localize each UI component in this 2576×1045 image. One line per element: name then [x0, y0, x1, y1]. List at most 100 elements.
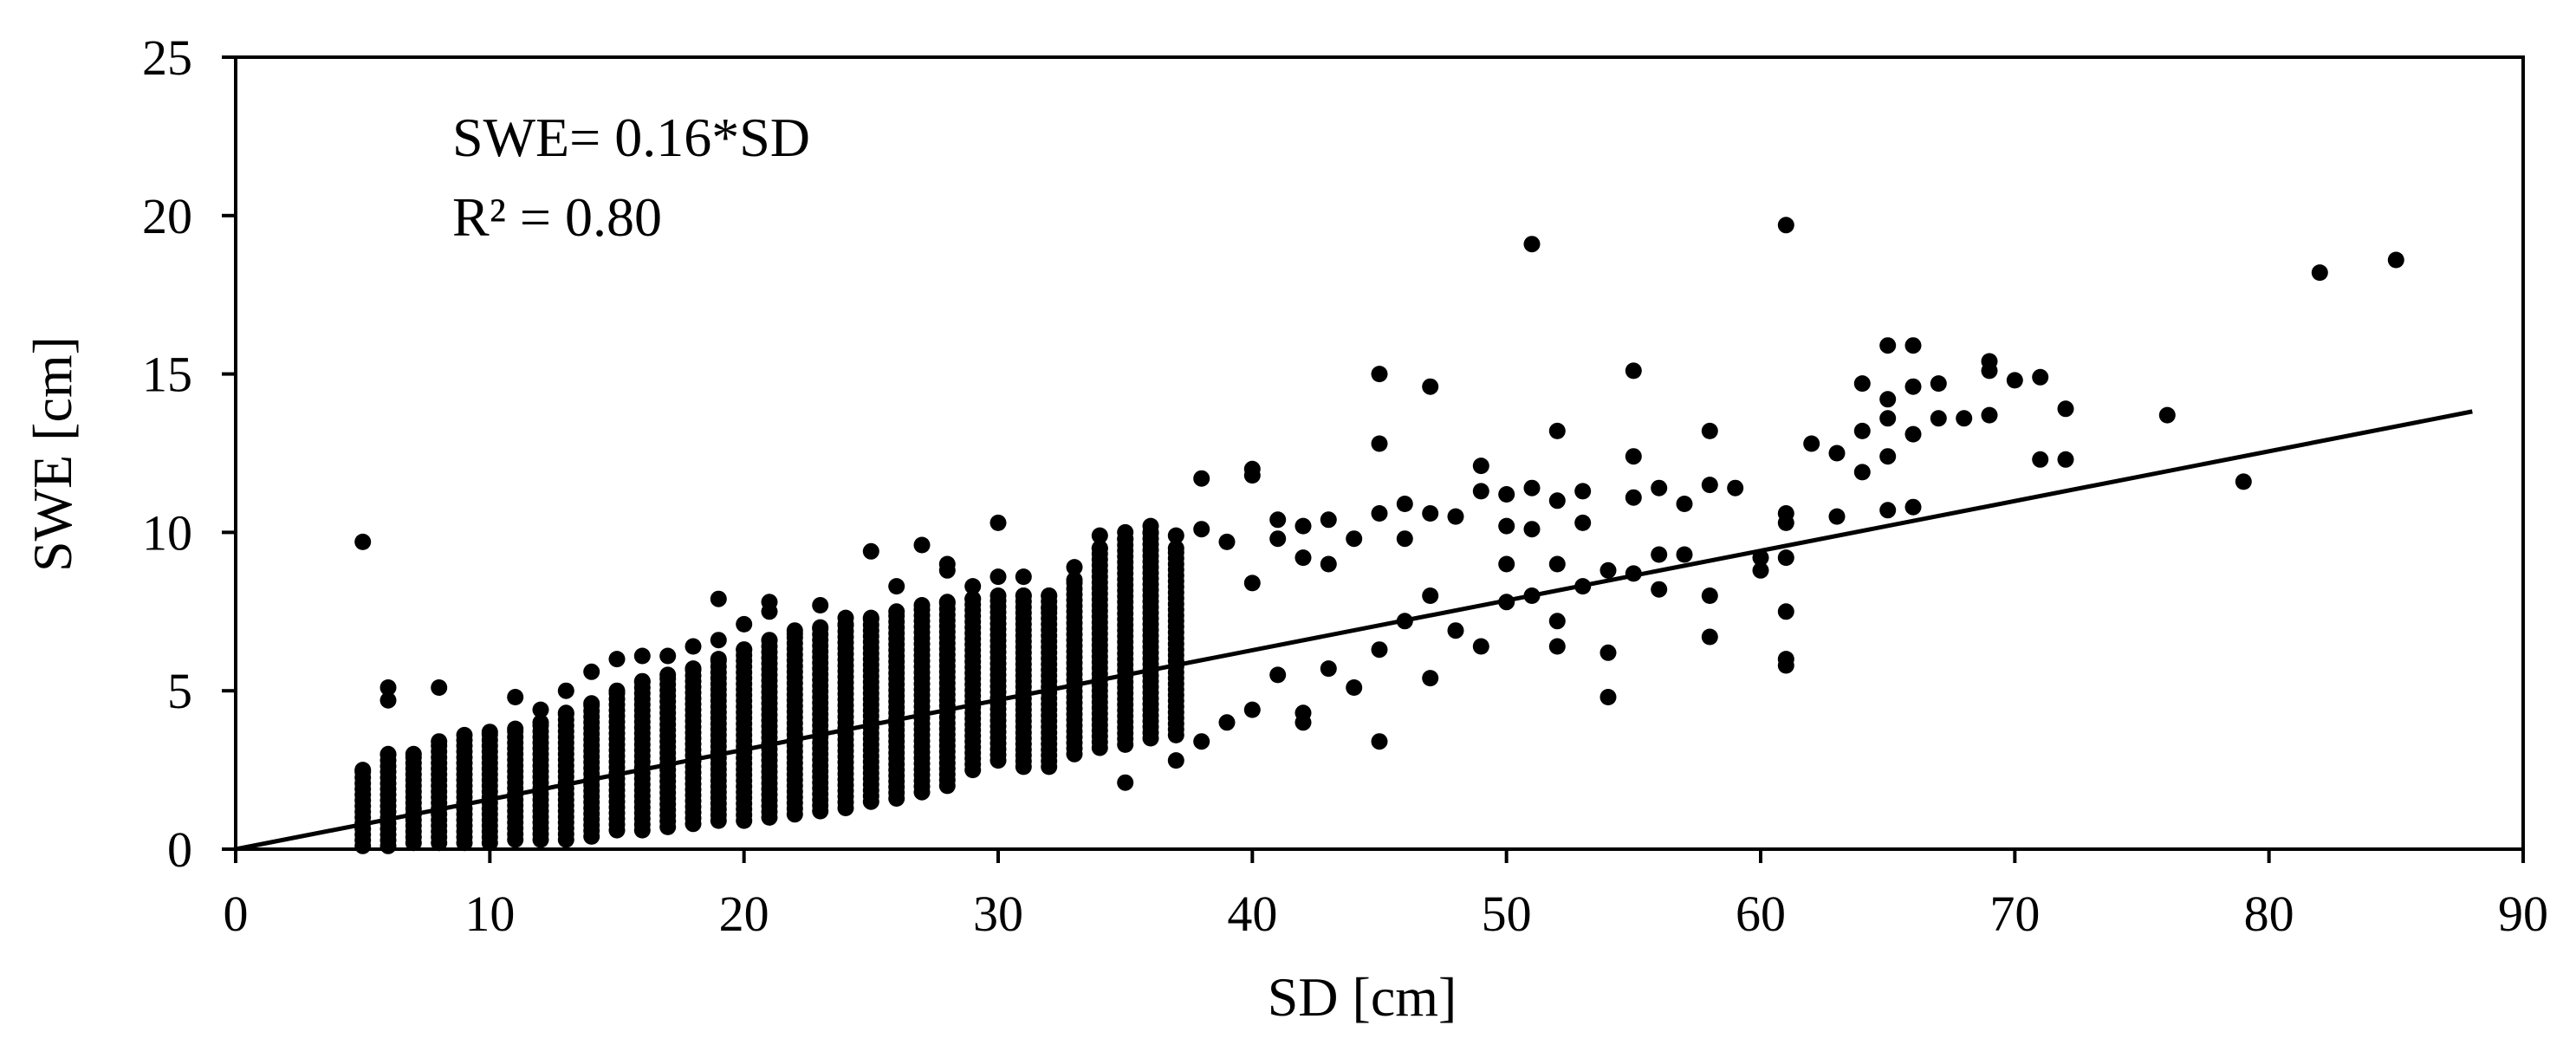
x-tick-label: 70: [1989, 886, 2040, 942]
data-point: [786, 622, 803, 639]
data-point: [431, 679, 448, 696]
data-point: [710, 632, 727, 649]
x-tick-label: 80: [2244, 886, 2294, 942]
data-point: [1422, 378, 1439, 395]
equation-annotation: SWE= 0.16*SD: [452, 107, 810, 168]
data-point: [1599, 644, 1617, 661]
data-point: [1625, 489, 1642, 506]
data-point: [481, 724, 498, 741]
data-point: [913, 536, 931, 554]
data-point: [1904, 425, 1922, 443]
data-point: [1574, 483, 1592, 500]
data-point: [1269, 666, 1287, 684]
data-point: [862, 609, 879, 626]
data-point: [1142, 517, 1159, 535]
data-point: [1701, 628, 1718, 646]
data-point: [1599, 689, 1617, 705]
data-point: [1676, 496, 1693, 512]
y-tick-label: 20: [142, 188, 192, 244]
x-tick-label: 40: [1227, 886, 1277, 942]
data-point: [1269, 511, 1287, 529]
data-point: [532, 701, 549, 718]
data-point: [2387, 251, 2404, 269]
data-point: [1777, 514, 1794, 531]
data-point: [583, 695, 600, 712]
data-point: [1777, 603, 1794, 620]
data-point: [761, 594, 778, 611]
data-point: [736, 641, 753, 659]
data-point: [380, 745, 397, 763]
data-point: [431, 733, 448, 750]
data-point: [1548, 555, 1566, 573]
data-point: [583, 663, 600, 680]
data-point: [1930, 410, 1947, 427]
data-point: [990, 587, 1007, 604]
data-point: [1243, 467, 1261, 484]
data-point: [380, 679, 397, 696]
data-point: [1472, 638, 1489, 655]
data-point: [1346, 530, 1363, 548]
data-point: [1548, 492, 1566, 510]
y-tick-label: 10: [142, 504, 192, 561]
data-point: [2158, 406, 2176, 424]
regression-line-group: [235, 409, 2473, 852]
data-point: [1041, 587, 1058, 604]
data-point: [557, 682, 574, 699]
data-point: [1701, 422, 1718, 439]
x-tick-label: 60: [1736, 886, 1786, 942]
data-point: [1548, 613, 1566, 630]
data-point: [1117, 774, 1134, 791]
data-point: [2032, 368, 2049, 386]
data-point: [1904, 337, 1922, 354]
data-point: [1193, 470, 1210, 487]
data-point: [1523, 521, 1541, 538]
data-point: [608, 682, 626, 699]
data-point: [1853, 422, 1871, 439]
data-point: [736, 615, 753, 633]
data-point: [1651, 581, 1668, 598]
data-point: [2057, 451, 2074, 468]
data-point: [964, 590, 982, 607]
data-point: [1041, 600, 1058, 617]
data-point: [380, 691, 397, 709]
data-point: [354, 533, 372, 550]
data-point: [1320, 660, 1337, 678]
data-point: [1651, 546, 1668, 563]
data-point: [1447, 508, 1464, 525]
data-point: [1422, 505, 1439, 522]
y-tick-label: 0: [167, 821, 192, 878]
data-point: [1701, 477, 1718, 494]
data-point: [1879, 502, 1897, 519]
data-point: [1447, 622, 1464, 639]
data-point: [1167, 527, 1184, 544]
data-point: [1777, 217, 1794, 234]
data-point: [1625, 448, 1642, 465]
data-point: [405, 745, 422, 763]
data-point: [1777, 549, 1794, 567]
data-point: [1193, 521, 1210, 538]
data-point: [1117, 523, 1134, 541]
data-point: [659, 647, 677, 665]
data-point: [633, 672, 651, 690]
data-point: [608, 651, 626, 668]
data-point: [1777, 657, 1794, 674]
data-point: [1574, 514, 1592, 531]
x-tick-label: 20: [719, 886, 769, 942]
data-point: [2006, 372, 2023, 389]
data-point: [1498, 517, 1515, 535]
x-tick-label: 10: [464, 886, 515, 942]
data-point: [1371, 641, 1388, 659]
plot-area: [236, 57, 2523, 849]
data-point: [633, 647, 651, 665]
data-point: [532, 714, 549, 731]
data-point: [1904, 498, 1922, 516]
data-point: [710, 651, 727, 668]
data-point: [1879, 391, 1897, 408]
x-tick-label: 90: [2498, 886, 2548, 942]
data-point: [1396, 496, 1413, 512]
x-tick-label: 30: [973, 886, 1023, 942]
data-point: [1853, 464, 1871, 481]
data-point: [2057, 400, 2074, 418]
data-point: [1371, 366, 1388, 383]
data-point: [1828, 508, 1846, 525]
